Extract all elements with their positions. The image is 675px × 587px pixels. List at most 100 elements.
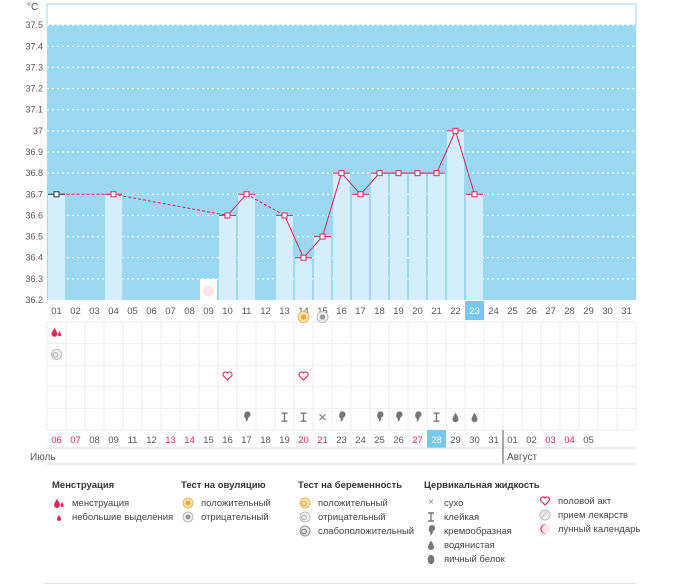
pregnancy-positive-icon	[298, 497, 312, 509]
temperature-bar	[276, 215, 293, 300]
date-label: 30	[469, 435, 480, 446]
date-label: 03	[545, 435, 556, 446]
legend-menstruation-title: Менструация	[52, 480, 115, 491]
y-tick-label: 36.3	[25, 274, 43, 284]
ovulation-positive-icon	[181, 497, 195, 509]
legend-item-watery: водянистая	[424, 538, 540, 552]
legend-label: небольшие выделения	[72, 511, 174, 523]
legend-label: отрицательный	[201, 511, 269, 523]
date-label: 11	[128, 435, 138, 446]
pregnancy-negative-icon	[298, 511, 312, 523]
date-label: 12	[146, 435, 157, 446]
temperature-bar	[48, 194, 65, 300]
date-label: 07	[70, 435, 81, 446]
y-tick-label: 37.2	[25, 84, 43, 94]
day-label: 08	[184, 306, 195, 317]
creamy-icon	[396, 411, 403, 423]
day-label: 02	[70, 306, 81, 317]
temperature-bar	[390, 173, 407, 300]
temperature-line-segment	[227, 193, 247, 216]
blood-drop-small-icon	[52, 511, 66, 523]
creamy-icon	[339, 411, 346, 423]
date-label: 27	[412, 435, 423, 446]
day-label: 12	[260, 306, 271, 317]
y-tick-label: 37	[33, 126, 43, 136]
day-label: 25	[507, 306, 518, 317]
day-label: 09	[203, 306, 214, 317]
day-label: 24	[488, 306, 499, 317]
temperature-bar	[352, 194, 369, 300]
legend-pregnancy-title: Тест на беременность	[298, 480, 403, 491]
ovulation-positive-icon	[300, 314, 307, 320]
y-tick-label: 36.5	[25, 232, 43, 242]
date-label: 16	[222, 435, 233, 446]
day-label: 28	[564, 306, 575, 317]
day-label: 13	[279, 306, 290, 317]
water-drop-icon	[452, 412, 459, 423]
legend-item-pregnancy-weak: слабоположительный	[298, 524, 414, 538]
month-label: Июль	[30, 452, 56, 463]
legend-ovulation: Тест на овуляцию положительный отрицател…	[181, 480, 271, 524]
temperature-point	[53, 191, 60, 198]
temperature-point	[281, 212, 288, 219]
date-label: 20	[298, 435, 309, 446]
day-label: 21	[431, 306, 442, 317]
temperature-bar	[105, 194, 122, 300]
pregnancy-negative-icon	[52, 352, 59, 358]
moon-icon	[203, 285, 214, 297]
date-label: 24	[355, 435, 366, 446]
temperature-bar	[219, 215, 236, 300]
day-label: 11	[242, 306, 252, 317]
creamy-icon	[415, 411, 422, 423]
day-label: 26	[526, 306, 537, 317]
temperature-point	[243, 191, 250, 198]
legend-cervical: Цервикальная жидкость × сухо клейкая кре…	[424, 480, 540, 566]
creamy-icon	[244, 411, 251, 423]
temperature-bar	[409, 173, 426, 300]
bbt-chart: °C 36.2 36.3 36.4 36.5 36.6 36.7 36.8 36.9 37 37.1…	[25, 2, 637, 465]
day-label: 19	[393, 306, 404, 317]
legend-item-sticky: клейкая	[424, 510, 540, 524]
month-label: Август	[507, 452, 538, 463]
temperature-line-segment	[341, 172, 361, 195]
day-label: 04	[108, 306, 119, 317]
legend-item-creamy: кремообразная	[424, 524, 540, 538]
legend-pregnancy: Тест на беременность положительный отриц…	[298, 480, 414, 538]
pill-icon	[538, 509, 552, 521]
legend-item-medication: прием лекарств	[538, 508, 640, 522]
legend-label: яичный белок	[444, 553, 505, 565]
temperature-point	[395, 170, 402, 177]
ovulation-negative-icon	[181, 511, 195, 523]
legend-menstruation: Менструация менструация небольшие выделе…	[52, 480, 173, 524]
legend-label: сухо	[444, 497, 464, 509]
date-label: 18	[260, 435, 271, 446]
temperature-point	[338, 170, 345, 177]
temperature-point	[300, 254, 307, 261]
highlight-date-cell	[427, 430, 446, 448]
temperature-line-segment	[360, 172, 380, 195]
temperature-line-segment	[303, 236, 323, 259]
day-label: 29	[583, 306, 594, 317]
date-label: 06	[51, 435, 62, 446]
date-label: 02	[526, 435, 537, 446]
legend-label: водянистая	[444, 539, 495, 551]
day-label: 01	[51, 306, 62, 317]
ovulation-negative-icon	[319, 314, 326, 320]
cross-icon: ×	[428, 497, 434, 508]
day-label: 17	[355, 306, 366, 317]
egg-icon	[424, 553, 438, 565]
sticky-icon	[300, 412, 307, 422]
legend-label: половой акт	[558, 495, 612, 507]
legend-item-spotting: небольшие выделения	[52, 510, 173, 524]
temperature-point	[376, 170, 383, 177]
temperature-bar	[447, 130, 464, 300]
day-label: 30	[602, 306, 613, 317]
legend-item-pregnancy-negative: отрицательный	[298, 510, 414, 524]
menstruation-icon	[58, 330, 61, 337]
legend-label: положительный	[318, 497, 388, 509]
legend-label: клейкая	[444, 511, 480, 523]
temperature-bar	[238, 194, 255, 300]
date-label: 28	[431, 435, 442, 446]
date-label: 04	[564, 435, 575, 446]
temperature-bar	[371, 173, 388, 300]
